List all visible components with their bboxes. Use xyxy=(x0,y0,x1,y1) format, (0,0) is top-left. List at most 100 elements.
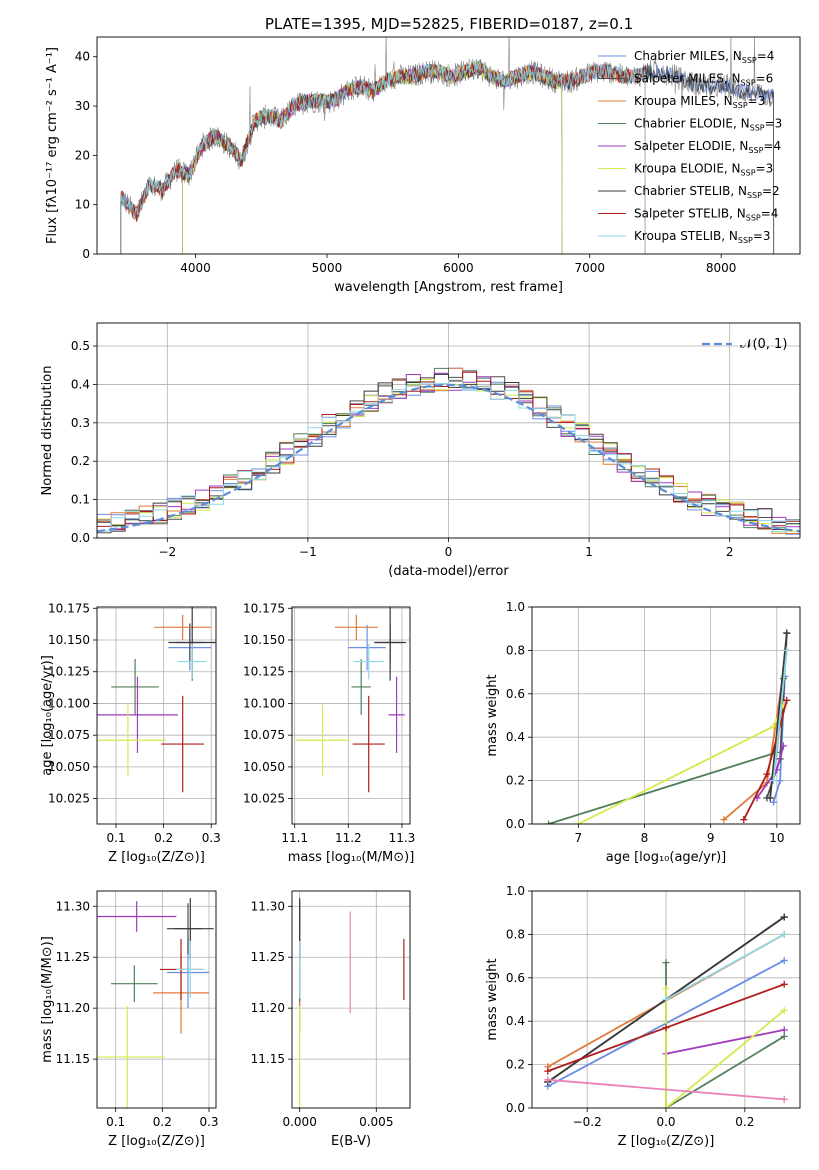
y-tick-label: 40 xyxy=(75,50,90,64)
legend-entry: Salpeter MILES, NSSP=6 xyxy=(634,72,773,88)
y-tick-label: 10.025 xyxy=(48,792,90,806)
weight-point xyxy=(770,722,778,730)
model-spectrum-line xyxy=(120,59,646,254)
weight-point xyxy=(662,1024,670,1032)
weight-line xyxy=(665,962,785,1108)
y-tick-label: 0.4 xyxy=(71,377,90,391)
axes-frame xyxy=(531,890,801,1109)
z-mass-panel: 0.1 0.2 0.3 11.15 11.20 11.25 11.30 Z [log₁₀(Z/… xyxy=(40,890,219,1149)
y-tick-label: 0.2 xyxy=(71,454,90,468)
weight-point xyxy=(779,742,787,750)
y-tick-label: 11.30 xyxy=(56,899,90,913)
x-axis-label: (data-model)/error xyxy=(388,564,509,579)
observed-spectrum-line xyxy=(120,37,774,221)
y-tick-label: 0.4 xyxy=(506,1014,525,1028)
y-tick-label: 0.0 xyxy=(506,817,525,831)
mass-age-marks xyxy=(295,607,407,793)
y-tick-label: 11.20 xyxy=(251,1001,285,1015)
x-tick-label: −1 xyxy=(299,545,317,559)
weight-line xyxy=(548,678,785,824)
y-tick-label: 20 xyxy=(75,148,90,162)
weight-point xyxy=(780,1026,788,1034)
y-tick-label: 11.20 xyxy=(56,1001,90,1015)
y-tick-label: 1.0 xyxy=(506,600,525,614)
x-tick-label: 0.1 xyxy=(106,831,125,845)
weight-point xyxy=(780,956,788,964)
y-tick-label: 10.100 xyxy=(243,696,285,710)
y-tick-label: 10.150 xyxy=(243,633,285,647)
x-tick-label: 0.2 xyxy=(153,1115,172,1129)
y-axis-label: mass weight xyxy=(485,958,500,1040)
y-tick-label: 11.25 xyxy=(56,950,90,964)
x-axis-label: Z [log₁₀(Z/Z⊙)] xyxy=(108,850,205,865)
y-tick-label: 10 xyxy=(75,198,90,212)
x-tick-label: 1 xyxy=(585,545,593,559)
x-tick-label: 4000 xyxy=(180,261,211,275)
x-tick-label: 0.2 xyxy=(735,1115,754,1129)
weight-point xyxy=(662,959,670,967)
weight-point xyxy=(780,913,788,921)
x-axis-label: Z [log₁₀(Z/Z⊙)] xyxy=(108,1134,205,1149)
weight-point xyxy=(545,820,553,824)
weight-line xyxy=(665,1029,785,1055)
weight-line xyxy=(772,650,788,781)
weight-point xyxy=(780,1032,788,1040)
weight-point xyxy=(783,629,791,637)
y-tick-label: 0 xyxy=(82,247,90,261)
y-tick-label: 0.2 xyxy=(506,774,525,788)
weight-point xyxy=(574,820,582,824)
weight-point xyxy=(763,770,771,778)
figure-title: PLATE=1395, MJD=52825, FIBERID=0187, z=0… xyxy=(265,15,633,33)
axes-frame xyxy=(96,36,801,255)
histogram-series xyxy=(97,379,800,532)
legend-entry: Chabrier ELODIE, NSSP=3 xyxy=(634,117,782,133)
legend-entry: Kroupa STELIB, NSSP=3 xyxy=(634,229,771,245)
x-axis-label: E(B-V) xyxy=(331,1134,371,1149)
ebv-mass-marks xyxy=(299,898,405,1108)
x-tick-label: −0.2 xyxy=(573,1115,602,1129)
legend-entry: Kroupa MILES, NSSP=3 xyxy=(634,94,765,110)
x-tick-label: 7 xyxy=(575,831,583,845)
weight-point xyxy=(780,1006,788,1014)
y-tick-label: 0.3 xyxy=(71,416,90,430)
y-tick-label: 0.6 xyxy=(506,687,525,701)
z-age-panel: 0.1 0.2 0.3 10.025 10.050 10.075 10.100 10.125 1… xyxy=(40,601,221,865)
x-tick-label: 7000 xyxy=(574,261,605,275)
legend-entry: Kroupa ELODIE, NSSP=3 xyxy=(634,162,773,178)
x-axis-label: Z [log₁₀(Z/Z⊙)] xyxy=(618,1134,715,1149)
y-tick-label: 10.150 xyxy=(48,633,90,647)
weight-point xyxy=(776,777,784,785)
y-tick-label: 10.050 xyxy=(48,760,90,774)
y-tick-label: 0.2 xyxy=(506,1058,525,1072)
axes-frame xyxy=(96,606,217,825)
y-tick-label: 0.6 xyxy=(506,971,525,985)
y-tick-label: 10.100 xyxy=(48,696,90,710)
y-tick-label: 1.0 xyxy=(506,884,525,898)
x-tick-label: 6000 xyxy=(443,261,474,275)
z-weight-marks xyxy=(544,913,788,1108)
weight-point xyxy=(780,930,788,938)
x-tick-label: 11.2 xyxy=(335,831,362,845)
y-tick-label: 11.25 xyxy=(251,950,285,964)
y-tick-label: 11.15 xyxy=(251,1052,285,1066)
weight-point xyxy=(740,816,748,824)
y-tick-label: 10.025 xyxy=(243,792,285,806)
model-spectrum-line xyxy=(120,61,775,254)
y-tick-label: 30 xyxy=(75,99,90,113)
x-tick-label: 0 xyxy=(445,545,453,559)
x-axis-label: age [log₁₀(age/yr)] xyxy=(606,850,727,865)
weight-point xyxy=(783,646,791,654)
weight-point xyxy=(662,996,670,1003)
y-axis-label: mass weight xyxy=(485,674,500,756)
y-tick-label: 11.30 xyxy=(251,899,285,913)
weight-line xyxy=(547,1078,785,1101)
z-age-marks xyxy=(97,607,216,793)
mass-age-panel: 11.1 11.2 11.3 10.025 10.050 10.075 10.100 10.1… xyxy=(243,601,415,865)
legend-entry: Chabrier MILES, NSSP=4 xyxy=(634,49,774,65)
weight-point xyxy=(662,1104,670,1108)
weight-point xyxy=(770,798,778,806)
z-mass-marks xyxy=(97,898,214,1108)
y-axis-label: mass [log₁₀(M/M⊙)] xyxy=(40,936,55,1063)
age-weight-marks xyxy=(545,629,791,824)
